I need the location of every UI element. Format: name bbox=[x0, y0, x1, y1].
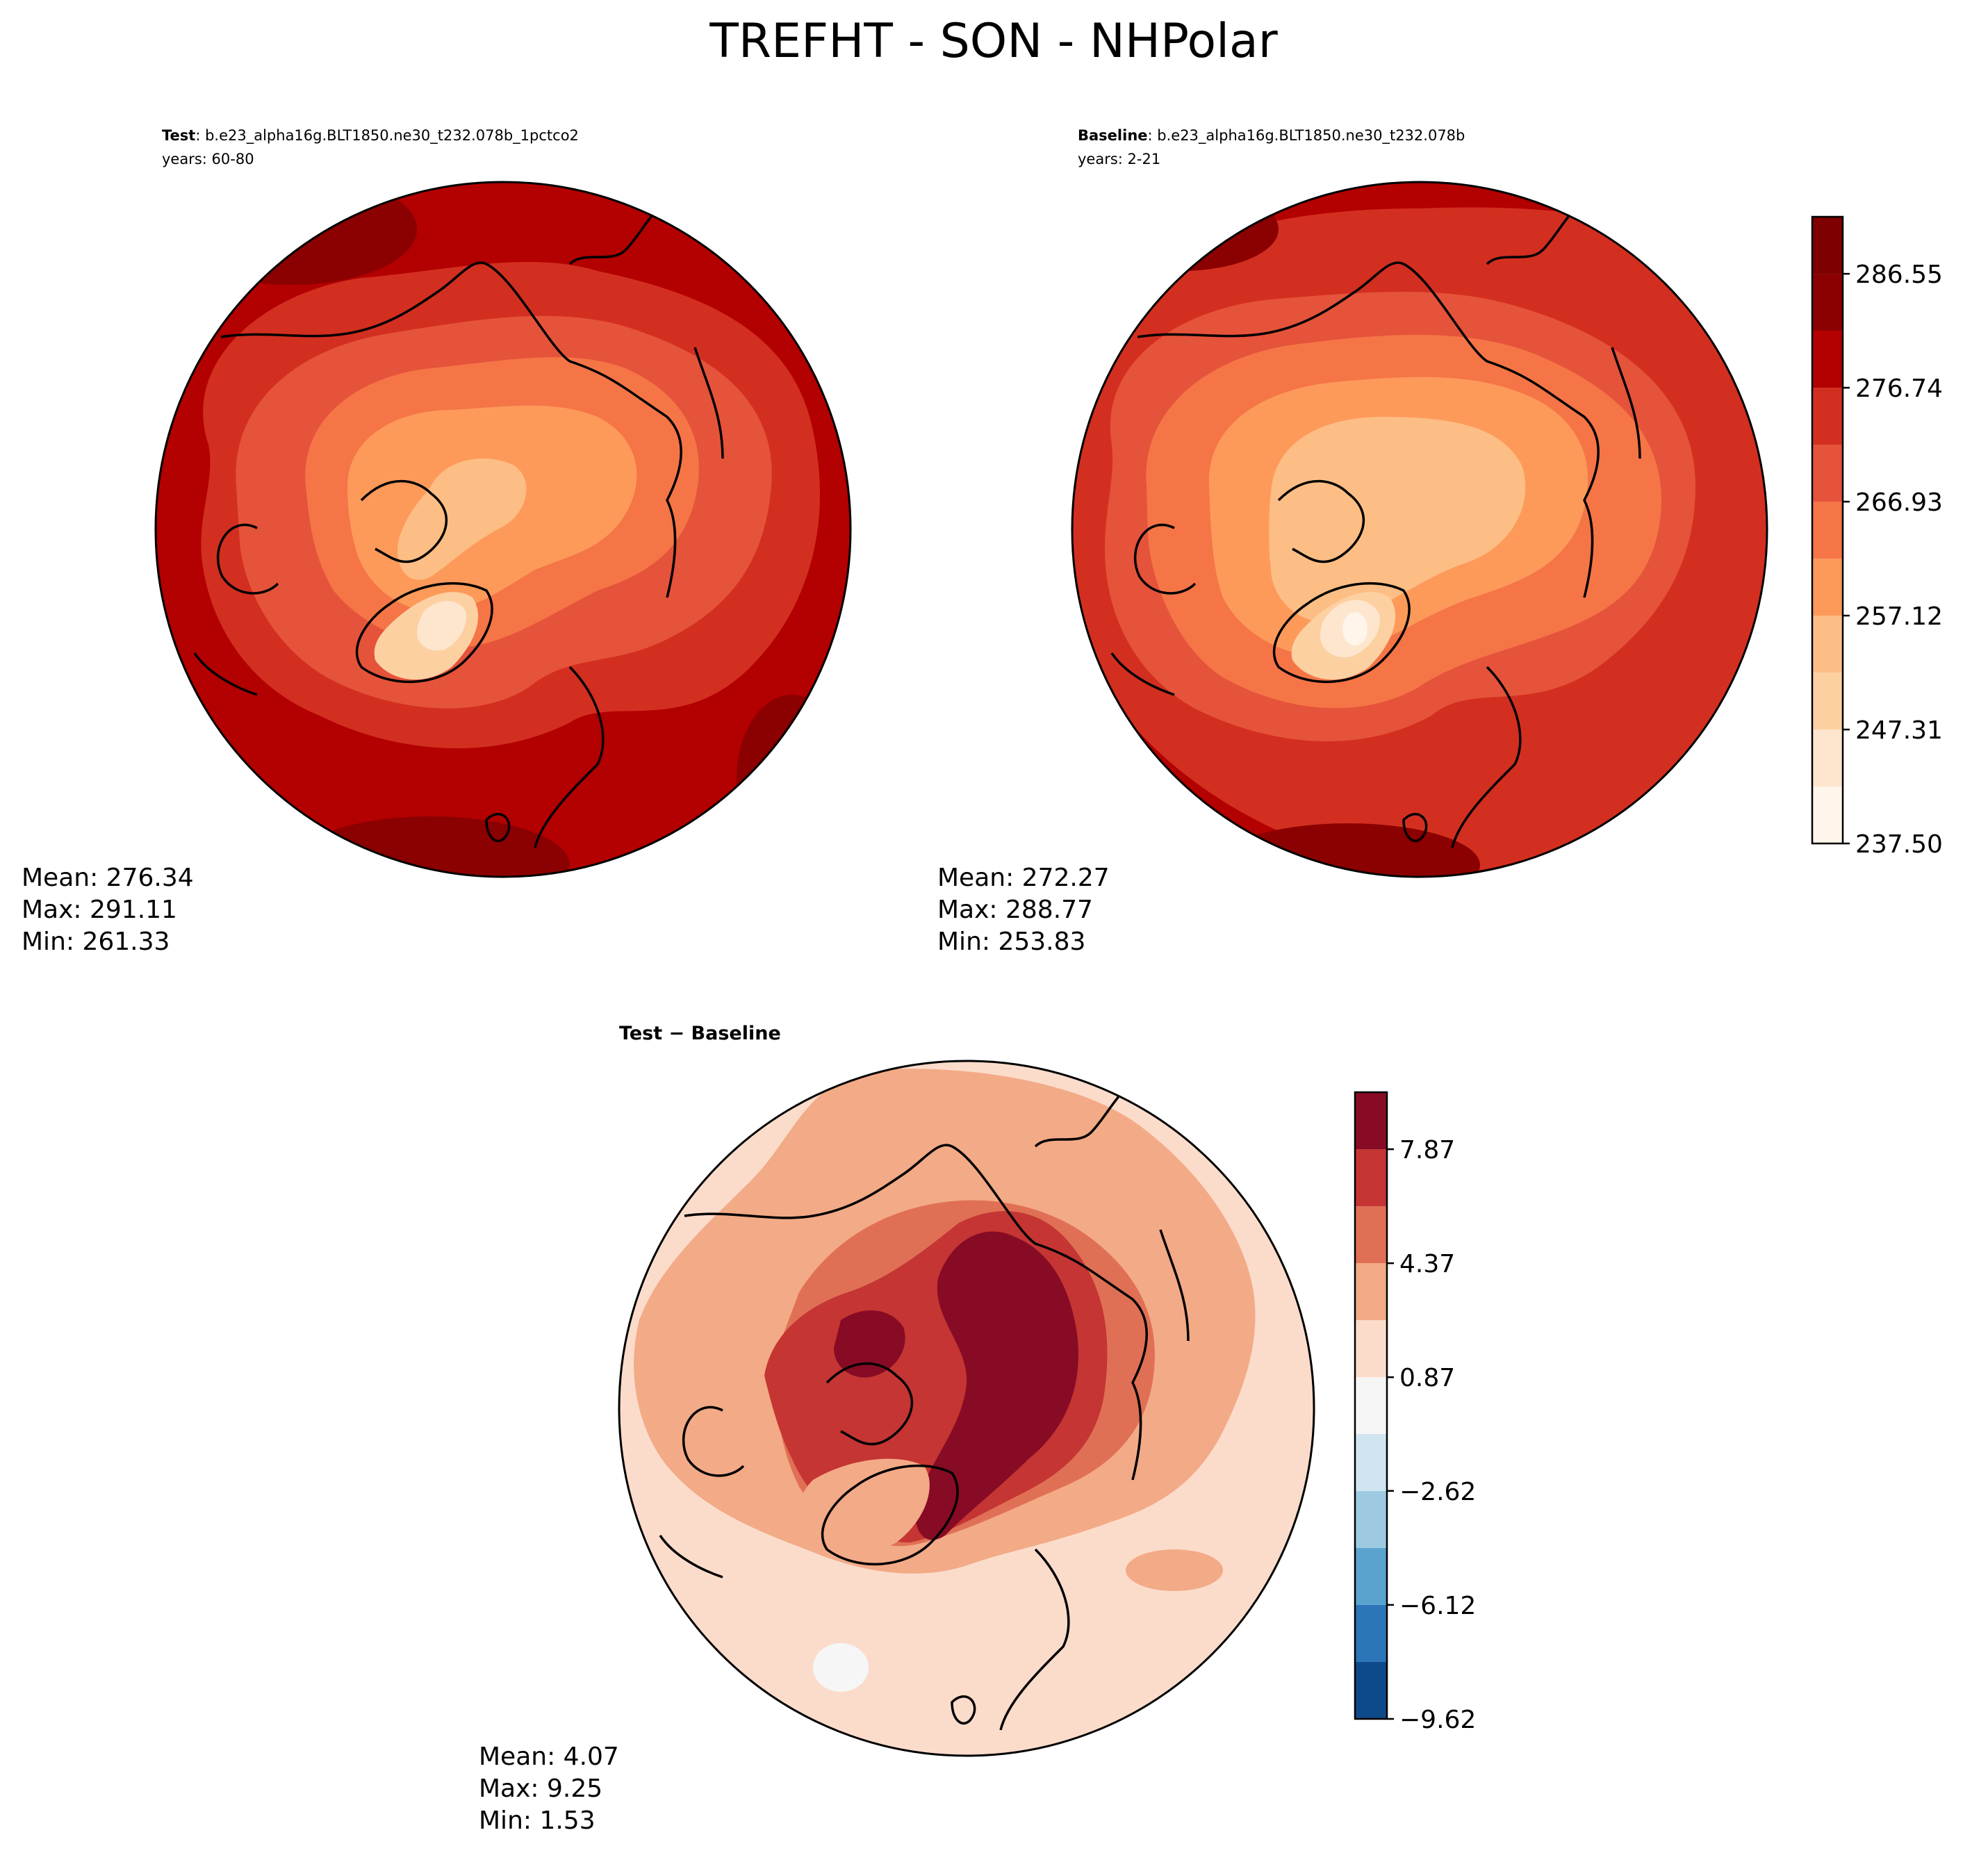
colorbar-difference-tick-label-1: −6.12 bbox=[1399, 1592, 1476, 1620]
baseline-map-border bbox=[1071, 181, 1768, 878]
baseline-stat-mean: Mean: 272.27 bbox=[937, 864, 1110, 892]
colorbar-absolute-tick-label-3: 266.93 bbox=[1855, 488, 1943, 517]
baseline-coastlines bbox=[1110, 200, 1641, 848]
colorbar-absolute-swatch-10 bbox=[1812, 217, 1843, 274]
diff-map bbox=[619, 1061, 1314, 1756]
colorbar-absolute-tick-label-5: 286.55 bbox=[1855, 261, 1943, 289]
test-level-darkest-nw bbox=[167, 182, 417, 285]
colorbar-absolute-swatch-0 bbox=[1812, 787, 1843, 843]
colorbar-difference-tick-label-0: −9.62 bbox=[1399, 1706, 1476, 1734]
diff-stat-mean: Mean: 4.07 bbox=[479, 1743, 619, 1771]
baseline-level-257 bbox=[1269, 417, 1526, 623]
diff-level-5 bbox=[915, 1231, 1078, 1540]
baseline-stat-min: Min: 253.83 bbox=[937, 928, 1085, 956]
test-stat-max: Max: 291.11 bbox=[22, 896, 177, 924]
colorbar-absolute-frame bbox=[1811, 215, 1844, 845]
test-map-border bbox=[154, 181, 852, 878]
diff-stat-min: Min: 1.53 bbox=[479, 1806, 595, 1835]
baseline-map bbox=[1072, 182, 1767, 877]
baseline-years: years: 2-21 bbox=[1078, 151, 1160, 167]
colorbar-difference-swatch-6 bbox=[1355, 1320, 1387, 1378]
test-stat-min: Min: 261.33 bbox=[22, 928, 170, 956]
colorbar-absolute-swatch-9 bbox=[1812, 274, 1843, 331]
colorbar-difference-swatch-4 bbox=[1355, 1433, 1387, 1491]
colorbar-absolute-swatch-7 bbox=[1812, 388, 1843, 445]
colorbar-difference-tick-label-2: −2.62 bbox=[1399, 1478, 1476, 1506]
test-map bbox=[156, 182, 851, 877]
diff-level-0 bbox=[813, 1643, 869, 1692]
colorbar-difference-swatch-8 bbox=[1355, 1206, 1387, 1264]
colorbar-absolute-swatch-5 bbox=[1812, 502, 1843, 559]
colorbar-difference-tick-label-4: 4.37 bbox=[1399, 1250, 1455, 1278]
baseline-case-label: Baseline: b.e23_alpha16g.BLT1850.ne30_t2… bbox=[1078, 127, 1465, 145]
figure-title: TREFHT - SON - NHPolar bbox=[709, 14, 1277, 69]
baseline-level-darkest-s bbox=[1216, 823, 1480, 877]
baseline-level-darkest-nw bbox=[1084, 188, 1279, 271]
colorbar-absolute: 237.50 247.31 257.12 266.93 276.74 286.55 bbox=[1811, 215, 1943, 859]
test-panel: Test: b.e23_alpha16g.BLT1850.ne30_t232.0… bbox=[22, 127, 852, 956]
colorbar-absolute-tick-label-0: 237.50 bbox=[1855, 830, 1943, 859]
colorbar-absolute-tick-label-1: 247.31 bbox=[1855, 716, 1943, 745]
colorbar-difference-swatch-1 bbox=[1355, 1604, 1387, 1662]
test-label-case: : b.e23_alpha16g.BLT1850.ne30_t232.078b_… bbox=[195, 127, 579, 145]
colorbar-difference-tick-label-5: 7.87 bbox=[1399, 1136, 1455, 1164]
diff-panel: Test − Baseline bbox=[479, 1023, 1315, 1835]
test-level-257 bbox=[397, 459, 527, 580]
colorbar-absolute-swatch-2 bbox=[1812, 672, 1843, 730]
test-level-darkest-se bbox=[737, 695, 848, 862]
colorbar-difference-swatch-9 bbox=[1355, 1149, 1387, 1207]
colorbar-absolute-swatch-8 bbox=[1812, 330, 1843, 388]
test-label-bold: Test bbox=[162, 127, 195, 144]
colorbar-absolute-swatch-3 bbox=[1812, 616, 1843, 673]
diff-map-border bbox=[618, 1060, 1315, 1757]
colorbar-difference-swatch-5 bbox=[1355, 1377, 1387, 1434]
diff-coastlines bbox=[659, 1082, 1190, 1731]
colorbar-difference-swatch-2 bbox=[1355, 1547, 1387, 1605]
colorbar-absolute-tick-label-4: 276.74 bbox=[1855, 374, 1943, 403]
test-years: years: 60-80 bbox=[162, 151, 254, 167]
colorbar-difference-swatch-3 bbox=[1355, 1490, 1387, 1548]
colorbar-difference-tick-label-3: 0.87 bbox=[1399, 1364, 1455, 1392]
colorbar-difference: −9.62 −6.12 −2.62 0.87 4.37 7.87 bbox=[1354, 1091, 1476, 1734]
test-case-label: Test: b.e23_alpha16g.BLT1850.ne30_t232.0… bbox=[162, 127, 579, 145]
test-stat-mean: Mean: 276.34 bbox=[22, 864, 194, 892]
test-level-darkest-s bbox=[292, 816, 570, 877]
diff-level-5-west bbox=[834, 1310, 905, 1378]
baseline-label-case: : b.e23_alpha16g.BLT1850.ne30_t232.078b bbox=[1148, 127, 1465, 145]
test-coastlines bbox=[193, 200, 724, 848]
colorbar-difference-swatch-7 bbox=[1355, 1263, 1387, 1321]
colorbar-absolute-tick-label-2: 257.12 bbox=[1855, 602, 1943, 631]
diff-level-1-se bbox=[1126, 1549, 1223, 1591]
colorbar-difference-swatch-10 bbox=[1355, 1092, 1387, 1150]
baseline-label-bold: Baseline bbox=[1078, 127, 1148, 144]
baseline-stat-max: Max: 288.77 bbox=[937, 896, 1093, 924]
baseline-panel: Baseline: b.e23_alpha16g.BLT1850.ne30_t2… bbox=[937, 127, 1768, 956]
baseline-level-242 bbox=[1342, 612, 1367, 645]
colorbar-difference-swatch-0 bbox=[1355, 1661, 1387, 1719]
colorbar-absolute-swatch-4 bbox=[1812, 558, 1843, 616]
colorbar-difference-frame bbox=[1354, 1091, 1388, 1720]
diff-title: Test − Baseline bbox=[619, 1023, 781, 1044]
colorbar-absolute-swatch-1 bbox=[1812, 730, 1843, 787]
diff-level-1-greenland bbox=[796, 1458, 930, 1558]
test-level-247 bbox=[417, 601, 466, 651]
colorbar-absolute-swatch-6 bbox=[1812, 444, 1843, 502]
diff-stat-max: Max: 9.25 bbox=[479, 1774, 602, 1803]
